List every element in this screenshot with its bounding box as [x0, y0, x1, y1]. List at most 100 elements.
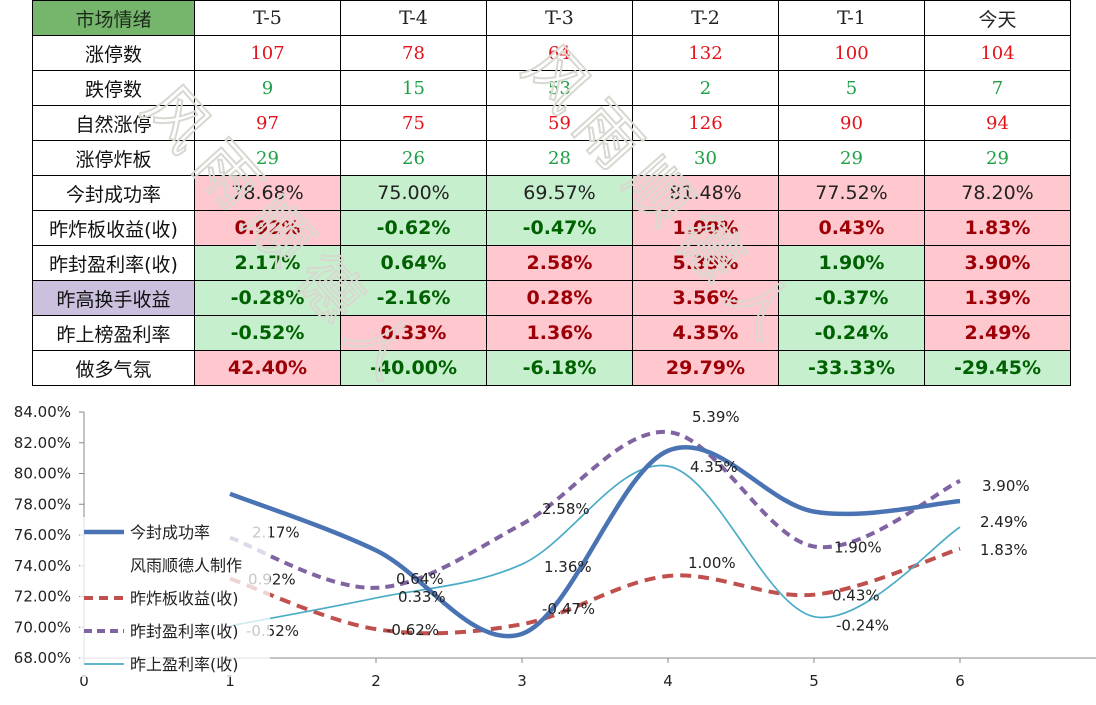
row-label: 跌停数: [32, 70, 195, 106]
data-label: 1.00%: [688, 554, 736, 572]
table-row: 昨炸板收益(收) 0.92% -0.62% -0.47% 1.00% 0.43% 1.83%: [32, 210, 1071, 246]
x-tick-label: 6: [955, 672, 965, 690]
x-tick-label: 5: [809, 672, 819, 690]
table-cell: 104: [924, 35, 1071, 71]
legend-item: 昨上盈利率(收): [130, 655, 239, 674]
table-cell: 29.79%: [632, 350, 779, 386]
row-label: 涨停炸板: [32, 140, 195, 176]
data-label: 2.58%: [542, 500, 590, 518]
table-cell: 29: [924, 140, 1071, 176]
series-line: [229, 546, 961, 636]
x-tick-label: 4: [663, 672, 673, 690]
table-cell: -0.62%: [340, 210, 487, 246]
table-row: 做多气氛 42.40% -40.00% -6.18% 29.79% -33.33% -29.…: [32, 350, 1071, 386]
y-tick-label: 80.00%: [14, 465, 71, 483]
table-cell: 107: [194, 35, 341, 71]
table-cell: -2.16%: [340, 280, 487, 316]
table-cell: 29: [194, 140, 341, 176]
table-cell: 30: [632, 140, 779, 176]
table-cell: 5.39%: [632, 245, 779, 281]
table-cell: 3.56%: [632, 280, 779, 316]
series-line: [229, 429, 961, 590]
table-cell: 1.90%: [778, 245, 925, 281]
table-row: 昨高换手收益 -0.28% -2.16% 0.28% 3.56% -0.37% 1.39%: [32, 280, 1071, 316]
table-cell: 15: [340, 70, 487, 106]
chart-data-labels: 0.92%-0.62%-0.47%1.00%0.43%1.83%2.17%0.6…: [246, 408, 1030, 640]
table-cell: 29: [778, 140, 925, 176]
data-label: 1.83%: [980, 541, 1028, 559]
table-cell: 1.83%: [924, 210, 1071, 246]
table-cell: 0.33%: [340, 315, 487, 351]
y-tick-label: 74.00%: [14, 557, 71, 575]
row-label: 昨封盈利率(收): [32, 245, 195, 281]
table-cell: 2.17%: [194, 245, 341, 281]
table-cell: 26: [340, 140, 487, 176]
header-day-6: 今天: [924, 0, 1071, 36]
legend-box: [80, 517, 270, 677]
table-cell: 0.43%: [778, 210, 925, 246]
table-cell: 78.68%: [194, 175, 341, 211]
y-tick-label: 82.00%: [14, 434, 71, 452]
data-label: 1.90%: [834, 538, 882, 556]
data-label: -0.62%: [386, 621, 439, 639]
table-cell: 9: [194, 70, 341, 106]
table-cell: 97: [194, 105, 341, 141]
table-cell: 75: [340, 105, 487, 141]
table-cell: 7: [924, 70, 1071, 106]
table-cell: 78.20%: [924, 175, 1071, 211]
table-header-row: 市场情绪 T-5 T-4 T-3 T-2 T-1 今天: [32, 0, 1071, 36]
table-cell: 1.39%: [924, 280, 1071, 316]
table-cell: 64: [486, 35, 633, 71]
data-label: 1.36%: [544, 558, 592, 576]
table-cell: 1.36%: [486, 315, 633, 351]
y-tick-label: 72.00%: [14, 588, 71, 606]
table-cell: 69.57%: [486, 175, 633, 211]
sentiment-table: 市场情绪 T-5 T-4 T-3 T-2 T-1 今天 涨停数 107 78 64 132 100 104…: [32, 0, 1071, 386]
chart-axes: 68.00% 70.00% 72.00% 74.00% 76.00% 78.00% 80.0…: [14, 403, 1096, 690]
row-label: 自然涨停: [32, 105, 195, 141]
x-tick-label: 1: [225, 672, 235, 690]
table-cell: 81.48%: [632, 175, 779, 211]
x-tick-label: 0: [79, 672, 89, 690]
row-label: 昨高换手收益: [32, 280, 195, 316]
data-label: 4.35%: [690, 458, 738, 476]
y-tick-label: 84.00%: [14, 403, 71, 421]
data-label: 2.49%: [980, 513, 1028, 531]
table-cell: 100: [778, 35, 925, 71]
data-label: 0.33%: [398, 588, 446, 606]
y-tick-label: 68.00%: [14, 649, 71, 667]
table-cell: 132: [632, 35, 779, 71]
table-cell: 78: [340, 35, 487, 71]
data-label: 5.39%: [692, 408, 740, 426]
row-label: 今封成功率: [32, 175, 195, 211]
legend-item: 昨封盈利率(收): [130, 622, 239, 641]
data-label: 0.64%: [396, 570, 444, 588]
table-cell: -6.18%: [486, 350, 633, 386]
table-cell: -29.45%: [924, 350, 1071, 386]
chart-series: [229, 429, 961, 639]
table-row: 昨封盈利率(收) 2.17% 0.64% 2.58% 5.39% 1.90% 3.90%: [32, 245, 1071, 281]
header-day-5: T-1: [778, 0, 925, 36]
row-label: 做多气氛: [32, 350, 195, 386]
table-row: 涨停数 107 78 64 132 100 104: [32, 35, 1071, 71]
table-cell: 75.00%: [340, 175, 487, 211]
row-label: 昨上榜盈利率: [32, 315, 195, 351]
table-cell: 0.92%: [194, 210, 341, 246]
table-cell: 0.64%: [340, 245, 487, 281]
table-cell: -0.52%: [194, 315, 341, 351]
header-day-2: T-4: [340, 0, 487, 36]
series-line: [229, 445, 961, 639]
legend-item: 风雨顺德人制作: [130, 556, 242, 575]
table-row: 今封成功率 78.68% 75.00% 69.57% 81.48% 77.52% 78.20…: [32, 175, 1071, 211]
market-sentiment-sheet: 市场情绪 T-5 T-4 T-3 T-2 T-1 今天 涨停数 107 78 64 132 100 104…: [32, 0, 1071, 386]
data-label: -0.24%: [836, 617, 889, 635]
table-cell: 3.90%: [924, 245, 1071, 281]
series-line: [229, 464, 961, 627]
table-cell: -0.24%: [778, 315, 925, 351]
table-cell: 126: [632, 105, 779, 141]
row-label: 昨炸板收益(收): [32, 210, 195, 246]
table-cell: -40.00%: [340, 350, 487, 386]
table-cell: 59: [486, 105, 633, 141]
sentiment-line-chart: 68.00% 70.00% 72.00% 74.00% 76.00% 78.00% 80.0…: [14, 403, 1096, 690]
